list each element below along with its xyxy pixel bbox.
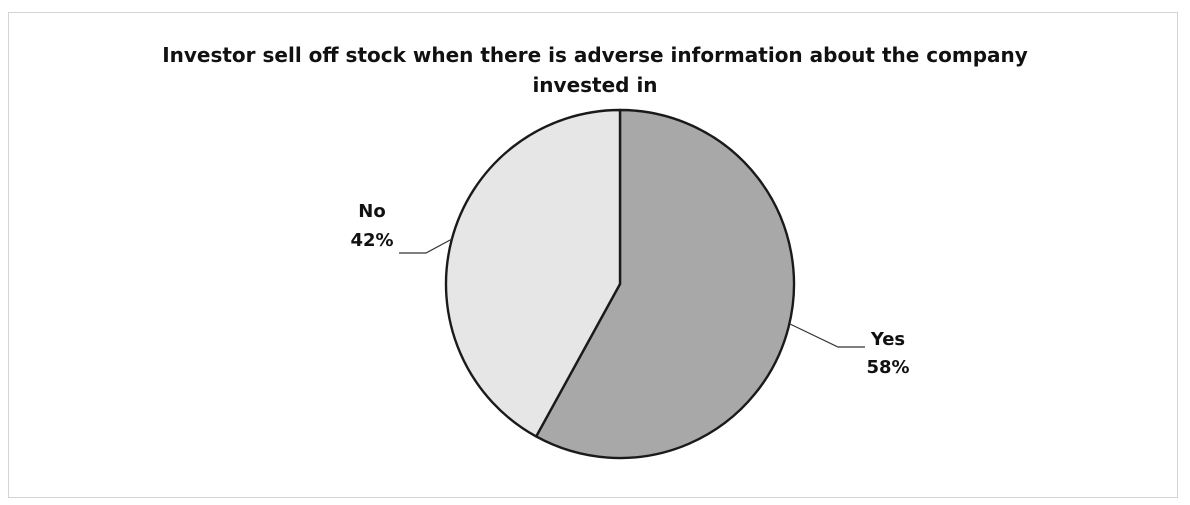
slice-label-no-name: No (358, 201, 385, 222)
slice-label-yes-name: Yes (870, 329, 905, 350)
leader-line-no (399, 238, 453, 254)
chart-title-line-1: Investor sell off stock when there is ad… (162, 43, 1028, 67)
pie-slice-yes (534, 108, 796, 460)
pie-slice-no (444, 108, 622, 438)
chart-title-line-2: invested in (532, 73, 658, 97)
slice-label-yes-value: 58% (866, 357, 909, 378)
chart-title: Investor sell off stock when there is ad… (0, 40, 1190, 100)
leader-line-yes (789, 323, 865, 348)
slice-label-no-value: 42% (350, 230, 393, 251)
